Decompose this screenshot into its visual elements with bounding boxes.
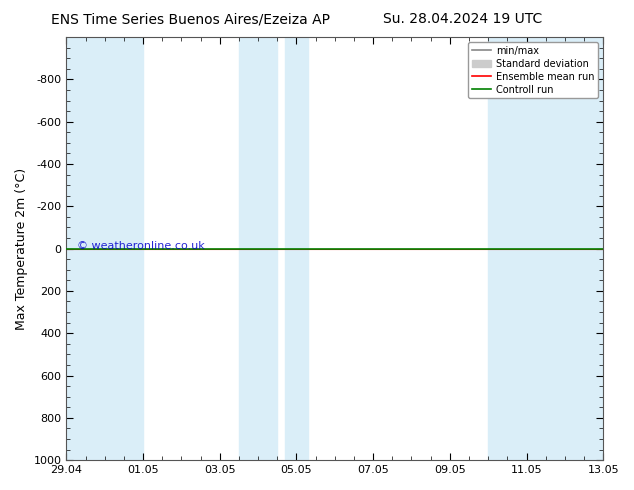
Legend: min/max, Standard deviation, Ensemble mean run, Controll run: min/max, Standard deviation, Ensemble me… [468,42,598,98]
Text: Su. 28.04.2024 19 UTC: Su. 28.04.2024 19 UTC [383,12,543,26]
Text: © weatheronline.co.uk: © weatheronline.co.uk [77,242,205,251]
Bar [285,37,308,460]
Bar [488,37,603,460]
Bar [67,37,143,460]
Text: ENS Time Series Buenos Aires/Ezeiza AP: ENS Time Series Buenos Aires/Ezeiza AP [51,12,330,26]
Y-axis label: Max Temperature 2m (°C): Max Temperature 2m (°C) [15,168,28,330]
Bar [239,37,277,460]
